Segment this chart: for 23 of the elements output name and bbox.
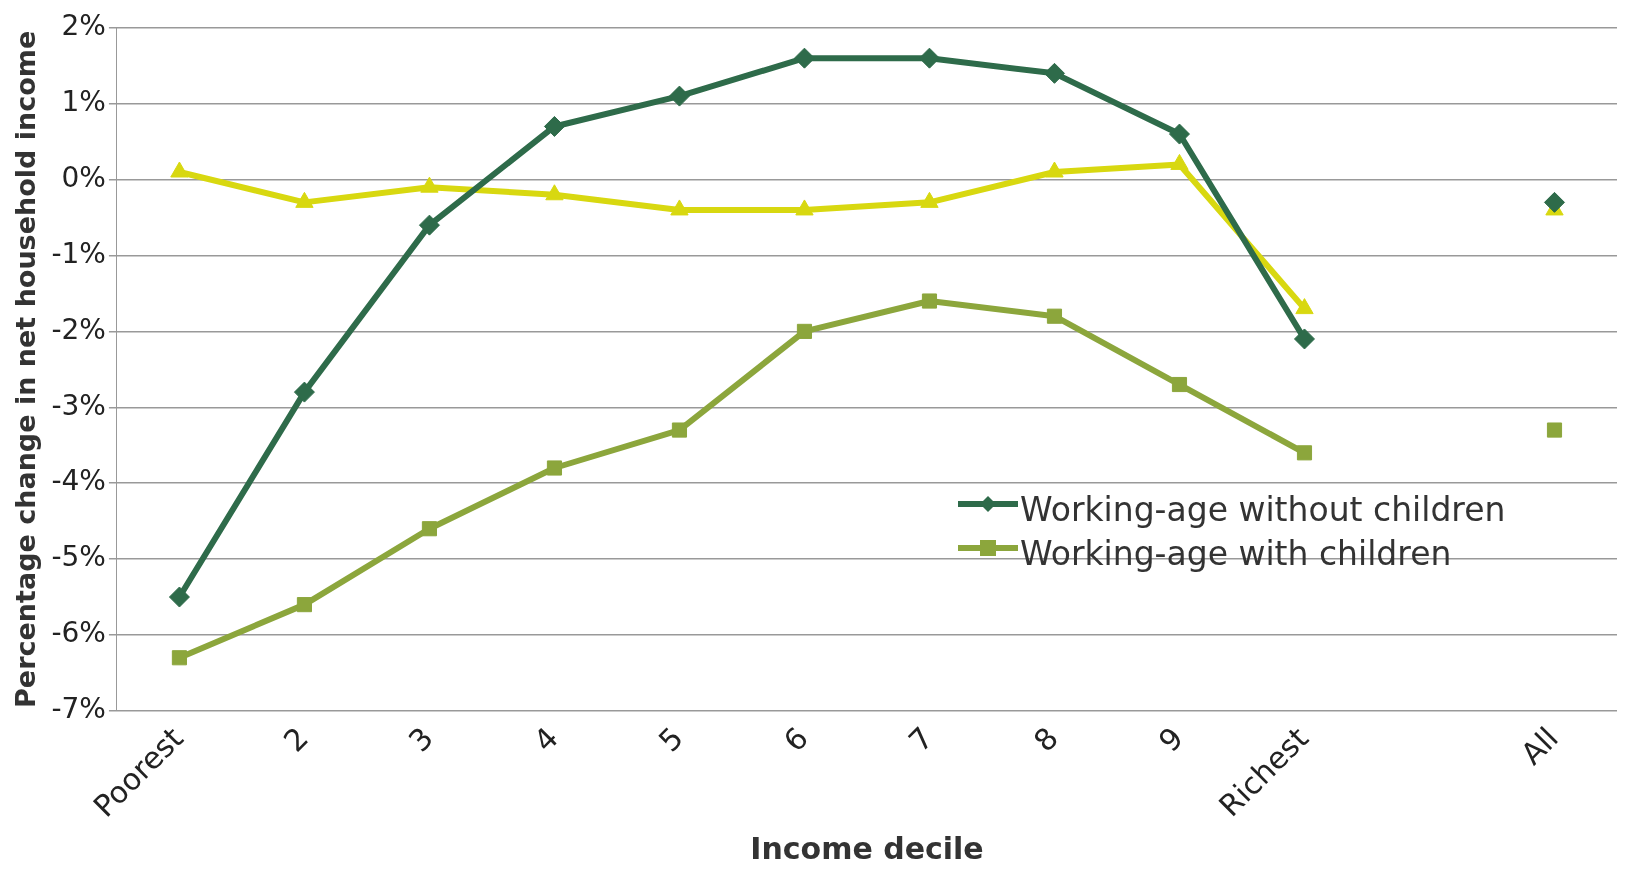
x-tick-label: 2 — [276, 720, 315, 759]
x-tick-label: All — [1513, 720, 1565, 772]
x-tick-label: 6 — [776, 720, 815, 759]
x-tick-label: 5 — [651, 720, 690, 759]
y-tick-label: -7% — [51, 692, 106, 726]
y-tick-label: -6% — [51, 616, 106, 650]
x-axis-title: Income decile — [750, 830, 984, 866]
y-tick-label: 1% — [61, 84, 106, 118]
x-tick-label: 8 — [1026, 720, 1065, 759]
y-tick-label: -5% — [51, 540, 106, 574]
x-tick-label: 7 — [901, 720, 940, 759]
x-tick-label: 4 — [526, 720, 565, 759]
legend-label: Working-age without children — [1020, 489, 1506, 531]
y-tick-label: 0% — [61, 160, 106, 194]
y-tick-label: -4% — [51, 464, 106, 498]
x-tick-label: 3 — [401, 720, 440, 759]
legend-label: Working-age with children — [1020, 533, 1452, 575]
y-axis-title: Percentage change in net household income — [10, 30, 42, 708]
y-tick-label: -3% — [51, 388, 106, 422]
y-tick-label: 2% — [61, 9, 106, 43]
y-tick-label: -1% — [51, 236, 106, 270]
y-tick-label: -2% — [51, 312, 106, 346]
x-tick-label: 9 — [1151, 720, 1190, 759]
